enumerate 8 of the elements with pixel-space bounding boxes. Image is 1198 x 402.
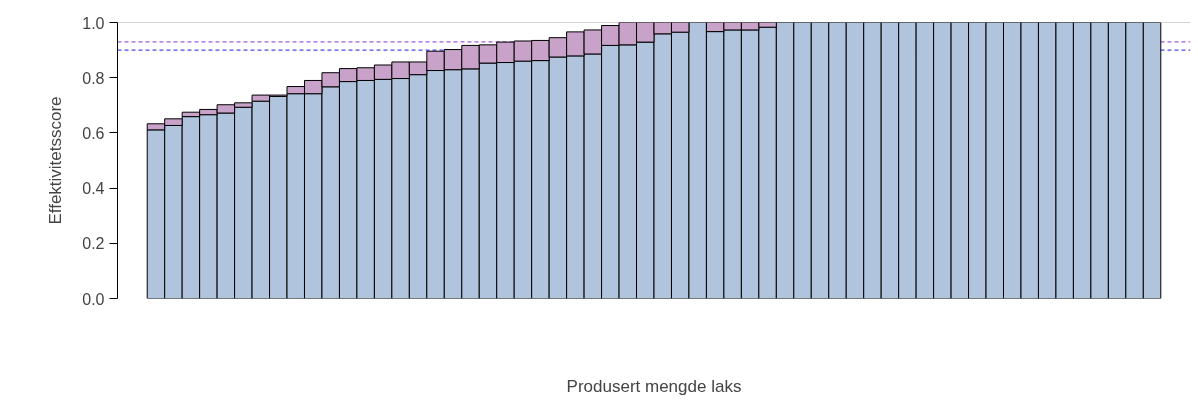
y-tick-label: 0.2	[82, 235, 105, 253]
x-axis-title: Produsert mengde laks	[566, 376, 742, 396]
y-tick-label: 0.4	[82, 180, 105, 198]
y-axis-title: Effektivitetsscore	[46, 96, 66, 225]
y-tick-label: 0.6	[82, 124, 105, 142]
y-tick-label: 0.0	[82, 290, 105, 308]
y-tick-label: 0.8	[82, 69, 105, 87]
y-tick-label: 1.0	[82, 14, 105, 32]
